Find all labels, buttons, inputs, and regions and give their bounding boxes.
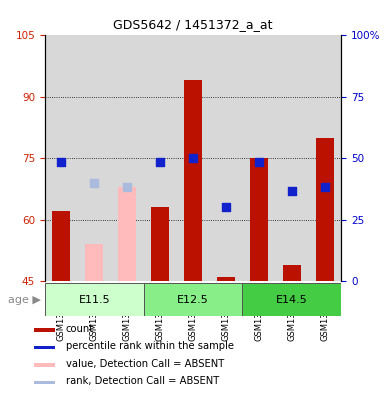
- Point: [157, 159, 163, 165]
- Point: [256, 159, 262, 165]
- Bar: [151, 208, 169, 281]
- Bar: [85, 244, 103, 281]
- Bar: [45, 283, 144, 316]
- Text: rank, Detection Call = ABSENT: rank, Detection Call = ABSENT: [66, 376, 219, 386]
- Bar: [209, 35, 243, 281]
- Text: E11.5: E11.5: [78, 295, 110, 305]
- Bar: [217, 277, 235, 281]
- Bar: [34, 346, 55, 349]
- Point: [289, 188, 295, 194]
- Bar: [45, 35, 78, 281]
- Bar: [78, 35, 111, 281]
- Text: value, Detection Call = ABSENT: value, Detection Call = ABSENT: [66, 358, 224, 369]
- Bar: [34, 328, 55, 332]
- Point: [58, 159, 64, 165]
- Bar: [144, 283, 243, 316]
- Bar: [275, 35, 308, 281]
- Bar: [243, 283, 341, 316]
- Bar: [250, 158, 268, 281]
- Point: [322, 184, 328, 190]
- Text: percentile rank within the sample: percentile rank within the sample: [66, 341, 234, 351]
- Bar: [52, 211, 70, 281]
- Bar: [34, 363, 55, 367]
- Text: count: count: [66, 324, 94, 334]
- Text: E12.5: E12.5: [177, 295, 209, 305]
- Bar: [243, 35, 275, 281]
- Bar: [111, 35, 144, 281]
- Bar: [184, 81, 202, 281]
- Bar: [144, 35, 177, 281]
- Bar: [118, 187, 136, 281]
- Point: [190, 155, 196, 161]
- Bar: [34, 381, 55, 384]
- Point: [223, 204, 229, 211]
- Bar: [283, 264, 301, 281]
- Bar: [177, 35, 209, 281]
- Point: [91, 180, 98, 186]
- Point: [124, 184, 130, 190]
- Text: age ▶: age ▶: [8, 295, 41, 305]
- Title: GDS5642 / 1451372_a_at: GDS5642 / 1451372_a_at: [113, 18, 273, 31]
- Bar: [316, 138, 334, 281]
- Bar: [308, 35, 341, 281]
- Text: E14.5: E14.5: [276, 295, 308, 305]
